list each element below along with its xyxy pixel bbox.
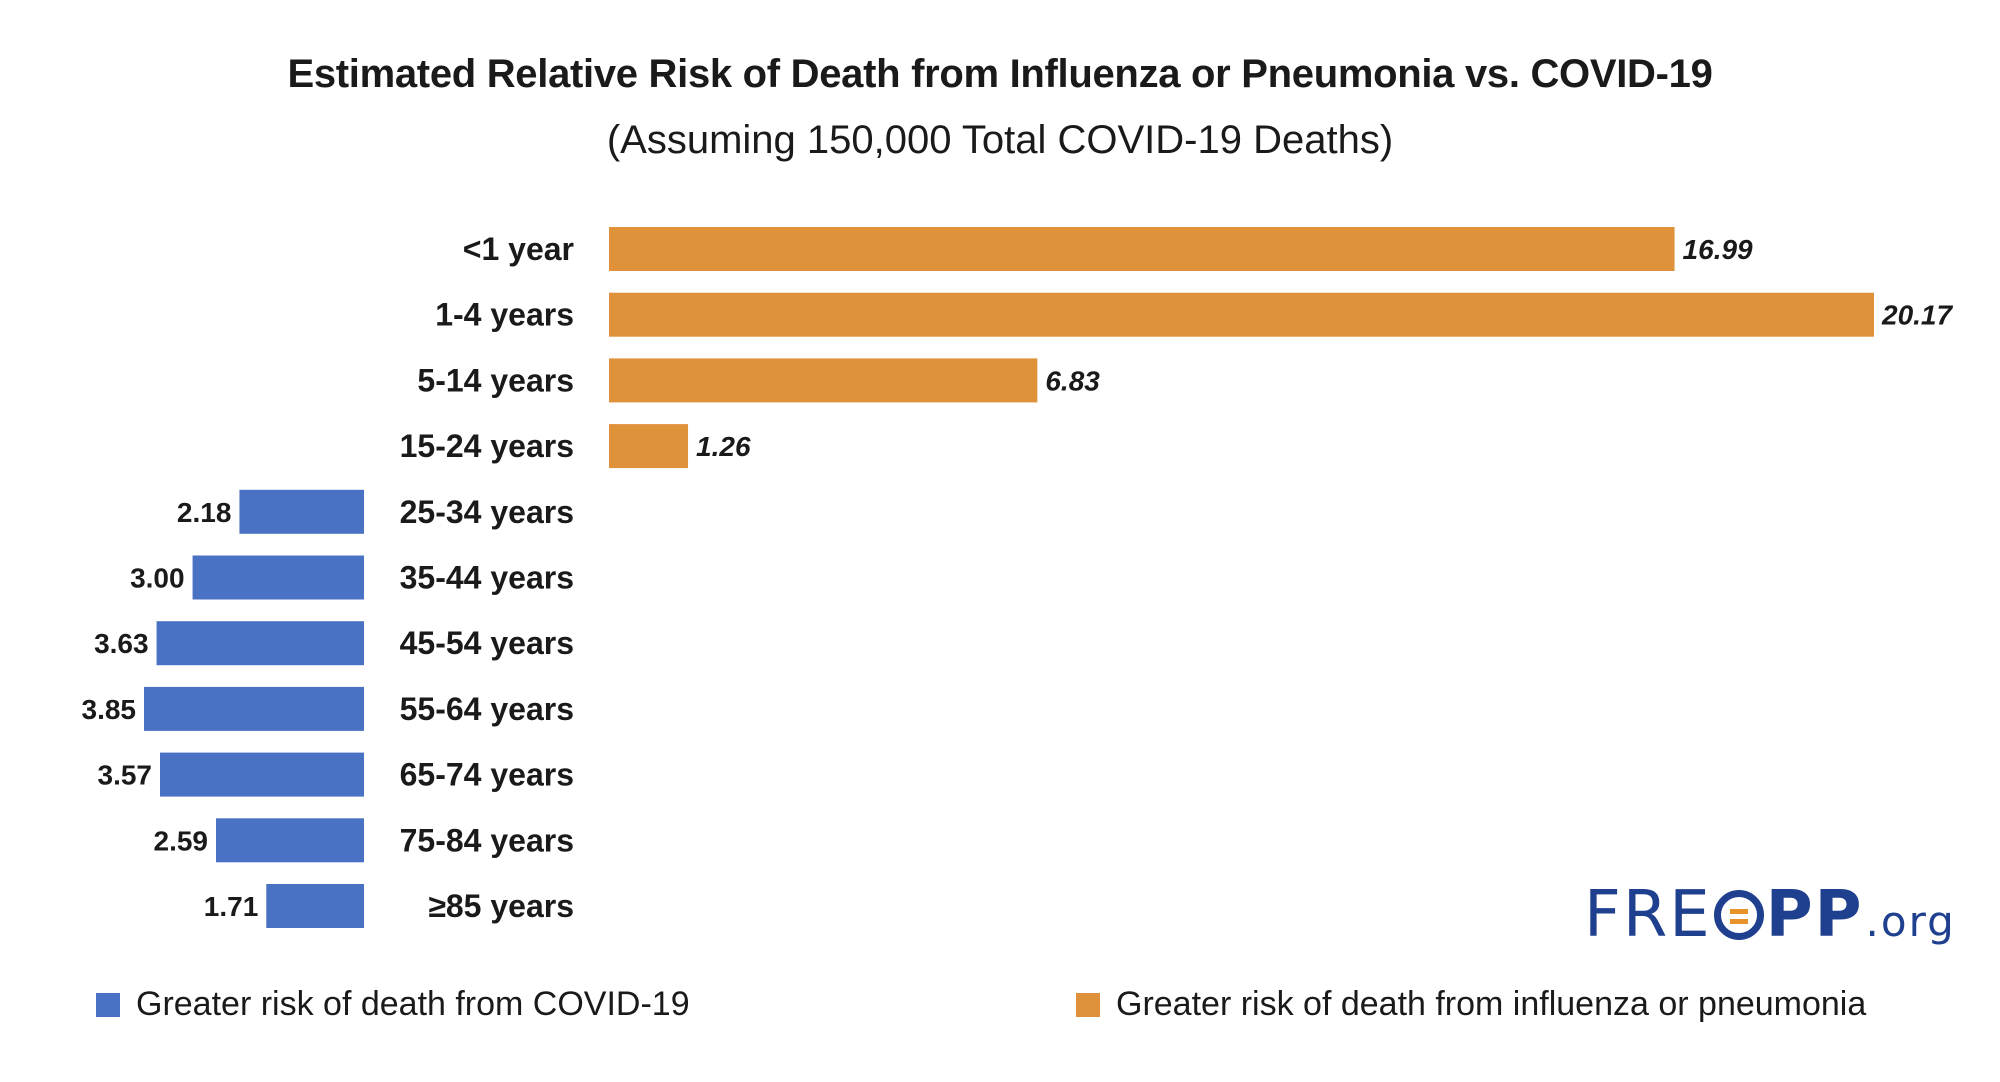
category-label: 45-54 years	[400, 625, 574, 661]
freopp-logo: FRE PP .org	[1584, 878, 1956, 952]
data-label-covid: 1.71	[204, 891, 259, 922]
logo-o-mark-icon	[1713, 890, 1764, 940]
bar-covid	[156, 621, 364, 666]
category-label: 35-44 years	[400, 560, 574, 596]
data-label-flu: 20.17	[1881, 300, 1953, 331]
bar-covid	[266, 884, 364, 928]
bar-flu	[609, 358, 1038, 403]
bar-covid	[216, 818, 364, 863]
category-label: 75-84 years	[400, 822, 574, 858]
legend-label-flu: Greater risk of death from influenza or …	[1116, 985, 1867, 1023]
legend-item-flu: Greater risk of death from influenza or …	[1076, 985, 1866, 1024]
chart-title: Estimated Relative Risk of Death from In…	[287, 52, 1713, 96]
category-label: ≥85 years	[428, 888, 574, 924]
bar-flu	[609, 424, 689, 469]
logo-text-pp: PP	[1765, 878, 1864, 952]
category-label: 55-64 years	[400, 691, 574, 727]
category-label: 65-74 years	[400, 757, 574, 793]
category-label: 1-4 years	[435, 297, 574, 333]
bar-flu	[609, 227, 1675, 271]
data-label-covid: 2.18	[177, 497, 232, 528]
category-label: 25-34 years	[400, 494, 574, 530]
data-label-covid: 3.85	[82, 694, 137, 725]
legend-label-covid: Greater risk of death from COVID-19	[136, 985, 690, 1023]
legend-swatch-covid	[96, 992, 120, 1017]
legend-swatch-flu	[1076, 992, 1100, 1017]
bar-covid	[160, 752, 364, 797]
category-label: 5-14 years	[417, 362, 574, 398]
logo-text-org: .org	[1865, 897, 1956, 946]
category-label: <1 year	[463, 231, 574, 267]
chart-subtitle: (Assuming 150,000 Total COVID-19 Deaths)	[606, 118, 1394, 162]
logo-text-fre: FRE	[1584, 878, 1712, 952]
category-label: 15-24 years	[400, 428, 574, 464]
data-label-flu: 16.99	[1683, 234, 1753, 265]
data-label-covid: 3.00	[130, 563, 185, 594]
data-label-covid: 3.63	[94, 628, 149, 659]
data-label-flu: 1.26	[696, 431, 751, 462]
legend-item-covid: Greater risk of death from COVID-19	[96, 985, 690, 1024]
bar-covid	[144, 686, 364, 731]
bar-covid	[239, 489, 364, 534]
bar-flu	[609, 292, 1874, 337]
data-label-flu: 6.83	[1045, 365, 1100, 396]
data-label-covid: 2.59	[154, 825, 209, 856]
data-label-covid: 3.57	[98, 760, 153, 791]
bar-covid	[192, 555, 364, 600]
